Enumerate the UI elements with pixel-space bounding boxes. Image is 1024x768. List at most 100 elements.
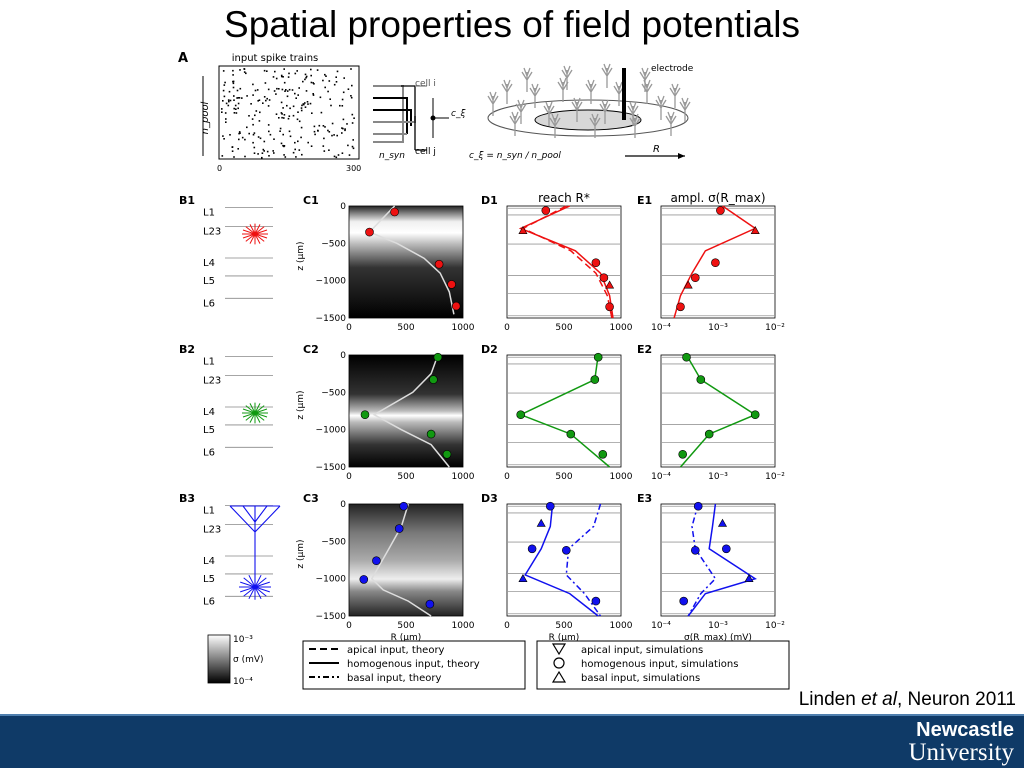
c-xtick: 500	[397, 621, 414, 631]
spike-dot	[304, 106, 307, 108]
spike-dot	[278, 117, 280, 119]
dendrite	[254, 408, 268, 414]
circle-marker	[394, 524, 404, 533]
spike-dot	[281, 116, 283, 119]
dendrite	[254, 412, 268, 418]
spike-dot	[288, 115, 291, 117]
spike-dot	[336, 134, 338, 137]
panel-b-label: B1	[179, 194, 195, 207]
spike-dot	[298, 149, 301, 151]
dendrite	[254, 405, 265, 414]
spike-dot	[310, 74, 312, 77]
spike-dot	[324, 73, 326, 76]
spike-dot	[305, 90, 308, 92]
layer-label: L5	[203, 425, 215, 436]
spike-dot	[294, 72, 297, 75]
spike-dot	[282, 144, 284, 147]
layer-label: L4	[203, 407, 215, 418]
spike-dot	[304, 78, 306, 81]
spike-dot	[300, 107, 303, 109]
logo-line-1: Newcastle	[916, 719, 1014, 741]
spike-dot	[351, 145, 354, 148]
spike-dot	[341, 152, 344, 154]
circle-marker	[599, 273, 609, 282]
spike-dot	[239, 69, 241, 71]
spike-dot	[282, 133, 284, 136]
c-xtick: 500	[397, 472, 414, 482]
spike-dot	[252, 83, 254, 86]
circle-marker	[434, 259, 444, 269]
panel-e-label: E3	[637, 492, 652, 505]
spike-dot	[221, 155, 224, 157]
spike-dot	[339, 104, 341, 107]
spike-dot	[237, 97, 240, 99]
formula-label: c_ξ = n_syn / n_pool	[469, 151, 561, 161]
spike-dot	[254, 89, 257, 92]
e-xtick: 10⁻⁴	[651, 621, 671, 631]
spike-dot	[229, 134, 231, 136]
spike-dot	[280, 142, 283, 145]
spike-dot	[325, 75, 327, 77]
spike-dot	[295, 156, 297, 158]
series-line	[687, 503, 717, 617]
spike-dot	[333, 83, 336, 86]
spike-dot	[238, 97, 241, 99]
spike-dot	[283, 68, 285, 70]
citation-prefix: Linden	[798, 689, 862, 710]
spike-dot	[232, 74, 234, 76]
spike-dot	[288, 88, 291, 91]
e-xtick: 10⁻²	[765, 621, 785, 631]
spike-dot	[259, 137, 262, 140]
layer-label: L23	[203, 227, 221, 238]
spike-dot	[285, 89, 287, 91]
legend-sim-1: homogenous input, simulations	[581, 659, 738, 670]
spike-dot	[266, 150, 269, 153]
dendrite	[254, 586, 262, 600]
spike-dot	[241, 97, 243, 99]
cell-i-label: cell i	[415, 79, 436, 89]
neuron-glyph	[665, 111, 677, 136]
spike-dot	[233, 95, 235, 97]
circle-marker	[676, 302, 685, 312]
spike-dot	[273, 138, 275, 140]
spike-dot	[252, 133, 255, 136]
heatmap	[348, 205, 464, 319]
spike-dot	[312, 82, 314, 84]
spike-dot	[262, 102, 264, 104]
neuron-glyph	[639, 67, 651, 92]
spike-dot	[236, 89, 239, 92]
spike-dot	[310, 81, 313, 84]
spike-dot	[288, 72, 290, 75]
spike-dot	[245, 72, 247, 75]
series-line	[687, 503, 757, 617]
neuron-glyph	[529, 83, 541, 108]
spike-dot	[302, 103, 305, 105]
circle-marker	[593, 352, 603, 362]
circle-marker	[372, 556, 381, 566]
spike-dot	[233, 99, 235, 101]
layer-label: L5	[203, 574, 215, 585]
spike-dot	[238, 132, 240, 135]
spike-dot	[265, 99, 267, 102]
heatmap	[348, 354, 464, 468]
circle-marker	[750, 410, 760, 420]
spike-dot	[222, 100, 224, 102]
spike-dot	[302, 80, 304, 83]
spike-dot	[276, 87, 278, 90]
spike-dot	[257, 136, 260, 138]
spike-dot	[256, 89, 259, 91]
neuron-glyph	[521, 67, 533, 92]
spike-dot	[314, 133, 316, 136]
dendrite	[243, 577, 256, 588]
circle-marker	[693, 501, 703, 511]
circle-marker	[433, 352, 443, 362]
spike-dot	[275, 77, 278, 80]
spike-dot	[330, 104, 332, 107]
e-xtick: 10⁻²	[765, 472, 785, 482]
spike-dot	[342, 91, 345, 94]
neuron-glyph	[561, 65, 573, 90]
dendrite	[254, 233, 261, 244]
e-frame	[660, 354, 776, 468]
layer-label: L4	[203, 258, 215, 269]
